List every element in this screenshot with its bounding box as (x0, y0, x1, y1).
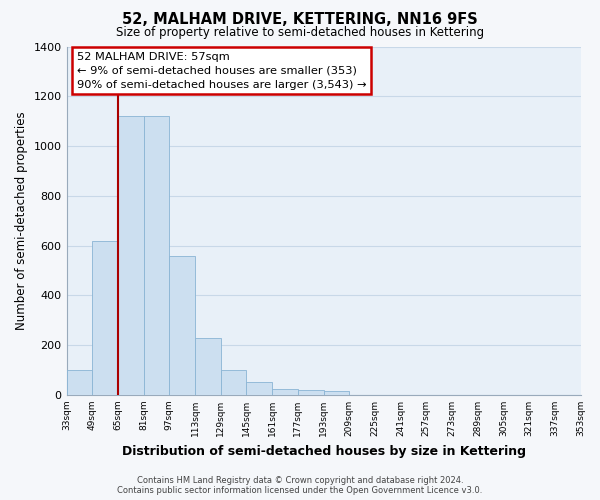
Bar (118, 116, 143, 395)
Bar (195, 338, 221, 395)
Bar (247, 382, 272, 395)
Bar (67, 370, 92, 395)
Text: Contains HM Land Registry data © Crown copyright and database right 2024.
Contai: Contains HM Land Registry data © Crown c… (118, 476, 482, 495)
Bar (92, 240, 118, 395)
Bar (221, 370, 247, 395)
Bar (169, 256, 195, 395)
Bar (323, 391, 349, 395)
Bar (143, 116, 169, 395)
Text: 52, MALHAM DRIVE, KETTERING, NN16 9FS: 52, MALHAM DRIVE, KETTERING, NN16 9FS (122, 12, 478, 28)
X-axis label: Distribution of semi-detached houses by size in Kettering: Distribution of semi-detached houses by … (122, 444, 526, 458)
Y-axis label: Number of semi-detached properties: Number of semi-detached properties (15, 112, 28, 330)
Text: 52 MALHAM DRIVE: 57sqm
← 9% of semi-detached houses are smaller (353)
90% of sem: 52 MALHAM DRIVE: 57sqm ← 9% of semi-deta… (77, 52, 367, 90)
Bar (298, 390, 323, 395)
Text: Size of property relative to semi-detached houses in Kettering: Size of property relative to semi-detach… (116, 26, 484, 39)
Bar (272, 388, 298, 395)
